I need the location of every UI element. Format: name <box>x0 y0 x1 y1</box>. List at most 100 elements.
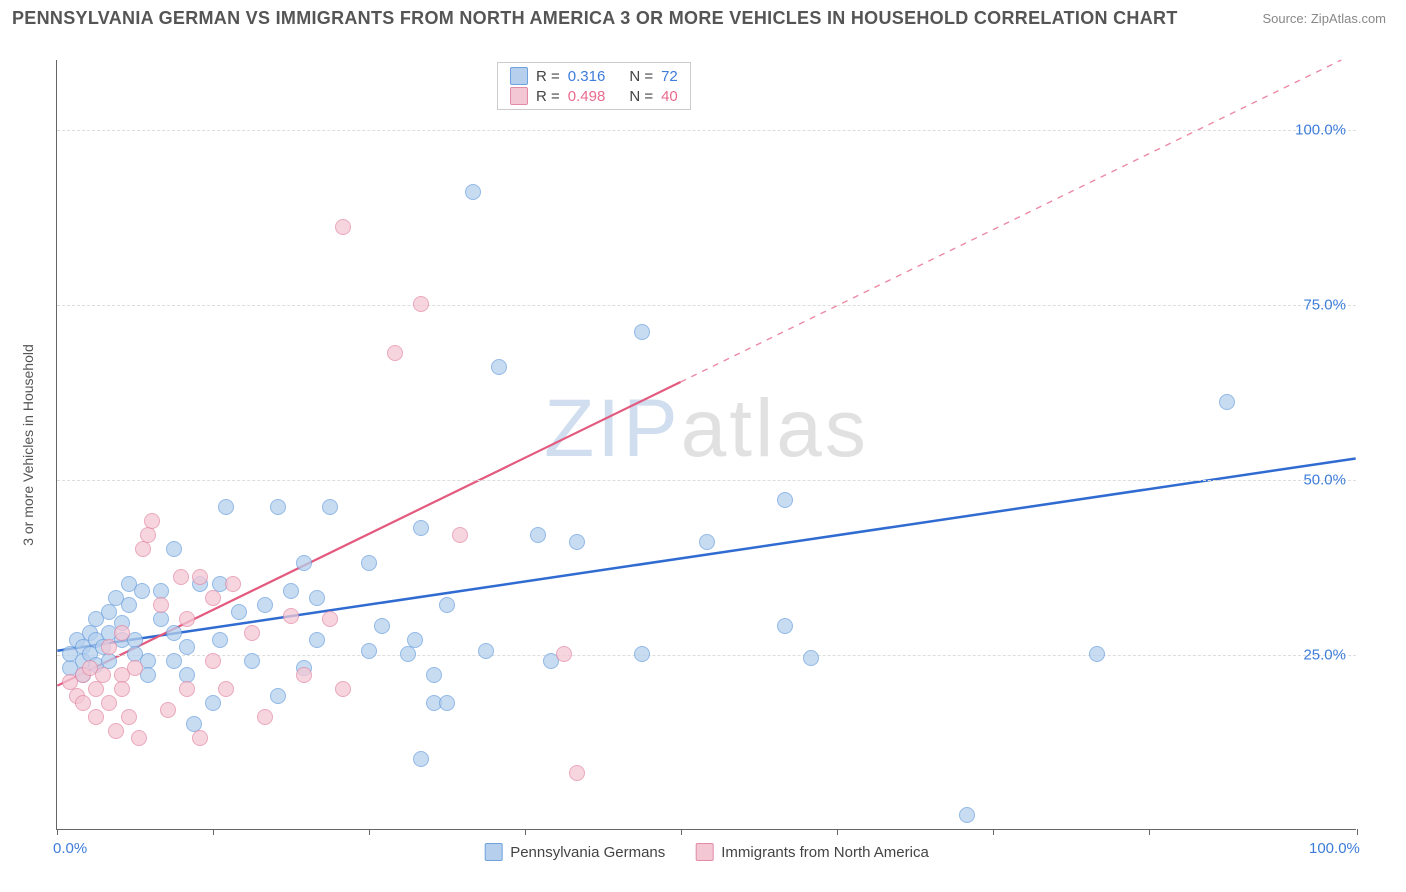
data-point <box>153 611 169 627</box>
data-point <box>192 730 208 746</box>
data-point <box>1219 394 1235 410</box>
data-point <box>309 632 325 648</box>
data-point <box>257 597 273 613</box>
n-label: N = <box>629 88 653 105</box>
legend-swatch <box>510 67 528 85</box>
data-point <box>413 520 429 536</box>
legend-swatch <box>695 843 713 861</box>
data-point <box>309 590 325 606</box>
data-point <box>387 345 403 361</box>
data-point <box>166 541 182 557</box>
data-point <box>179 611 195 627</box>
y-tick-label: 100.0% <box>1295 122 1346 139</box>
data-point <box>426 667 442 683</box>
data-point <box>192 569 208 585</box>
legend-label: Pennsylvania Germans <box>510 844 665 861</box>
data-point <box>88 709 104 725</box>
n-value: 72 <box>661 68 678 85</box>
data-point <box>166 625 182 641</box>
data-point <box>140 527 156 543</box>
data-point <box>400 646 416 662</box>
data-point <box>569 534 585 550</box>
x-tick <box>1357 829 1358 835</box>
r-label: R = <box>536 88 560 105</box>
legend-swatch <box>510 87 528 105</box>
r-value: 0.498 <box>568 88 606 105</box>
data-point <box>803 650 819 666</box>
data-point <box>777 618 793 634</box>
data-point <box>153 597 169 613</box>
data-point <box>335 219 351 235</box>
data-point <box>322 499 338 515</box>
data-point <box>173 569 189 585</box>
data-point <box>699 534 715 550</box>
y-tick-label: 25.0% <box>1303 647 1346 664</box>
x-tick <box>369 829 370 835</box>
chart-title: PENNSYLVANIA GERMAN VS IMMIGRANTS FROM N… <box>12 8 1178 29</box>
data-point <box>127 660 143 676</box>
chart-container: 3 or more Vehicles in Household ZIPatlas… <box>48 60 1368 830</box>
data-point <box>257 709 273 725</box>
data-point <box>244 653 260 669</box>
data-point <box>101 639 117 655</box>
data-point <box>179 639 195 655</box>
n-value: 40 <box>661 88 678 105</box>
x-tick-label: 0.0% <box>53 840 87 857</box>
data-point <box>569 765 585 781</box>
r-value: 0.316 <box>568 68 606 85</box>
data-point <box>556 646 572 662</box>
data-point <box>777 492 793 508</box>
legend-item: Immigrants from North America <box>695 843 929 861</box>
data-point <box>114 625 130 641</box>
data-point <box>634 646 650 662</box>
data-point <box>439 695 455 711</box>
data-point <box>407 632 423 648</box>
data-point <box>205 653 221 669</box>
scatter-plot-area: ZIPatlas R =0.316N =72R =0.498N =40 Penn… <box>56 60 1356 830</box>
data-point <box>439 597 455 613</box>
data-point <box>270 499 286 515</box>
r-label: R = <box>536 68 560 85</box>
source-attribution: Source: ZipAtlas.com <box>1262 11 1386 26</box>
data-point <box>374 618 390 634</box>
data-point <box>160 702 176 718</box>
gridline <box>57 480 1356 481</box>
data-point <box>101 695 117 711</box>
data-point <box>413 751 429 767</box>
legend-swatch <box>484 843 502 861</box>
data-point <box>634 324 650 340</box>
data-point <box>530 527 546 543</box>
data-point <box>452 527 468 543</box>
data-point <box>218 499 234 515</box>
data-point <box>114 681 130 697</box>
data-point <box>205 590 221 606</box>
stats-legend-box: R =0.316N =72R =0.498N =40 <box>497 62 691 110</box>
data-point <box>75 695 91 711</box>
data-point <box>296 555 312 571</box>
x-tick-label: 100.0% <box>1309 840 1360 857</box>
gridline <box>57 130 1356 131</box>
x-tick <box>1149 829 1150 835</box>
data-point <box>413 296 429 312</box>
x-tick <box>525 829 526 835</box>
data-point <box>225 576 241 592</box>
x-tick <box>213 829 214 835</box>
y-axis-label: 3 or more Vehicles in Household <box>20 344 36 546</box>
y-tick-label: 50.0% <box>1303 472 1346 489</box>
y-tick-label: 75.0% <box>1303 297 1346 314</box>
x-tick <box>57 829 58 835</box>
data-point <box>361 555 377 571</box>
x-tick <box>993 829 994 835</box>
legend-label: Immigrants from North America <box>721 844 929 861</box>
x-tick <box>681 829 682 835</box>
data-point <box>135 541 151 557</box>
data-point <box>205 695 221 711</box>
data-point <box>283 583 299 599</box>
data-point <box>108 723 124 739</box>
stats-legend-row: R =0.316N =72 <box>498 66 690 86</box>
data-point <box>335 681 351 697</box>
data-point <box>121 709 137 725</box>
data-point <box>131 730 147 746</box>
data-point <box>296 667 312 683</box>
data-point <box>491 359 507 375</box>
